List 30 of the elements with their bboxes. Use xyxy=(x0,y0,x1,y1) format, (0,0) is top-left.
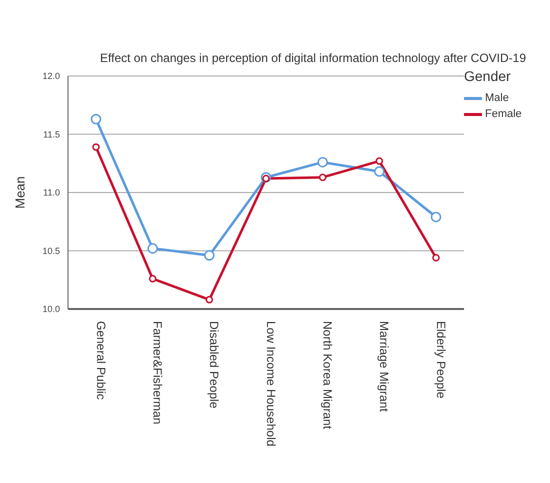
legend-title: Gender xyxy=(464,68,512,84)
legend-label: Female xyxy=(484,108,523,120)
legend-label: Male xyxy=(484,92,510,104)
point xyxy=(148,274,156,282)
point xyxy=(376,157,384,165)
point xyxy=(206,296,214,304)
chart-title: Effect on changes in perception of digital information technology after COVID-19 xyxy=(100,51,528,65)
y-tick-label: 11.0 xyxy=(43,188,60,198)
x-tick-label: Elderly People xyxy=(434,321,448,399)
y-tick-label: 11.5 xyxy=(43,129,60,140)
point xyxy=(318,174,326,182)
y-tick-label: 10.5 xyxy=(42,246,60,256)
x-tick-label: Low Income Household xyxy=(264,321,278,446)
point xyxy=(147,243,158,254)
y-tick-label: 12.0 xyxy=(42,71,60,82)
y-tick-label: 10.0 xyxy=(42,304,60,314)
y-axis-title: Mean xyxy=(12,176,28,209)
x-tick-label: General Public xyxy=(94,321,108,400)
x-tick-label: Marriage Migrant xyxy=(377,321,392,412)
point xyxy=(90,114,102,124)
x-tick-label: Farmer&Fisherman xyxy=(150,321,164,424)
point xyxy=(92,143,100,151)
point xyxy=(374,166,385,177)
point xyxy=(204,250,215,261)
point xyxy=(317,156,328,168)
point xyxy=(262,174,270,182)
x-tick-label: Disabled People xyxy=(207,321,222,409)
x-tick-label: North Korea Migrant xyxy=(320,321,334,430)
point xyxy=(430,212,442,222)
point xyxy=(432,254,440,262)
